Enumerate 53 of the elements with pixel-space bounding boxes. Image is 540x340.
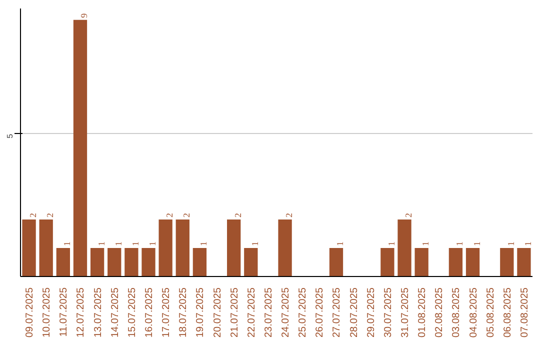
x-tick-label: 20.07.2025 — [212, 287, 224, 338]
data-label: 1 — [113, 241, 124, 246]
data-label: 1 — [454, 241, 465, 246]
data-label: 2 — [164, 212, 175, 218]
x-tick-label: 02.08.2025 — [434, 287, 446, 338]
x-tick-label: 28.07.2025 — [348, 287, 360, 338]
data-label: 1 — [198, 241, 209, 246]
x-tick-label: 22.07.2025 — [246, 287, 258, 338]
x-tick-label: 07.08.2025 — [519, 287, 530, 338]
x-tick-label: 13.07.2025 — [92, 287, 104, 338]
x-tick-label: 31.07.2025 — [400, 287, 411, 338]
x-tick-label: 25.07.2025 — [298, 287, 309, 338]
x-tick-label: 14.07.2025 — [110, 287, 121, 338]
x-tick-label: 09.07.2025 — [24, 287, 36, 338]
x-tick-label: 27.07.2025 — [332, 287, 343, 338]
data-label: 1 — [62, 241, 72, 246]
data-label: 1 — [420, 241, 431, 246]
data-label: 1 — [130, 241, 140, 246]
x-tick-label: 17.07.2025 — [161, 287, 172, 338]
x-tick-label: 15.07.2025 — [126, 287, 138, 338]
data-label: 1 — [506, 241, 516, 246]
data-label: 2 — [284, 212, 294, 218]
data-label: 1 — [386, 241, 396, 246]
x-tick-label: 12.07.2025 — [76, 287, 87, 338]
x-tick-label: 26.07.2025 — [314, 287, 326, 338]
data-label: 1 — [472, 241, 482, 246]
x-tick-label: 06.08.2025 — [502, 287, 514, 338]
x-tick-label: 11.07.2025 — [58, 287, 70, 337]
data-label: 1 — [250, 241, 260, 246]
x-tick-label: 21.07.2025 — [229, 287, 240, 338]
data-label: 1 — [335, 241, 346, 246]
data-label: 2 — [45, 212, 56, 218]
x-tick-label: 19.07.2025 — [195, 287, 206, 338]
data-label: 2 — [182, 212, 192, 218]
data-label: 2 — [404, 212, 414, 218]
x-tick-label: 24.07.2025 — [280, 287, 292, 338]
data-label: 2 — [28, 212, 38, 218]
data-label: 9 — [79, 12, 90, 18]
x-tick-label: 04.08.2025 — [468, 287, 480, 338]
x-tick-label: 23.07.2025 — [263, 287, 274, 338]
x-tick-label: 29.07.2025 — [366, 287, 377, 338]
data-label: 2 — [232, 212, 243, 218]
x-tick-label: 18.07.2025 — [178, 287, 190, 338]
data-label: 1 — [522, 241, 533, 246]
x-tick-label: 16.07.2025 — [144, 287, 155, 338]
x-tick-label: 10.07.2025 — [42, 287, 53, 338]
x-tick-label: 05.08.2025 — [485, 287, 496, 338]
y-tick-label: 5 — [6, 133, 14, 138]
data-label: 1 — [96, 241, 106, 246]
data-label: 1 — [148, 241, 158, 246]
x-tick-label: 01.08.2025 — [417, 287, 428, 338]
x-tick-label: 30.07.2025 — [382, 287, 394, 338]
x-tick-label: 03.08.2025 — [451, 287, 462, 338]
